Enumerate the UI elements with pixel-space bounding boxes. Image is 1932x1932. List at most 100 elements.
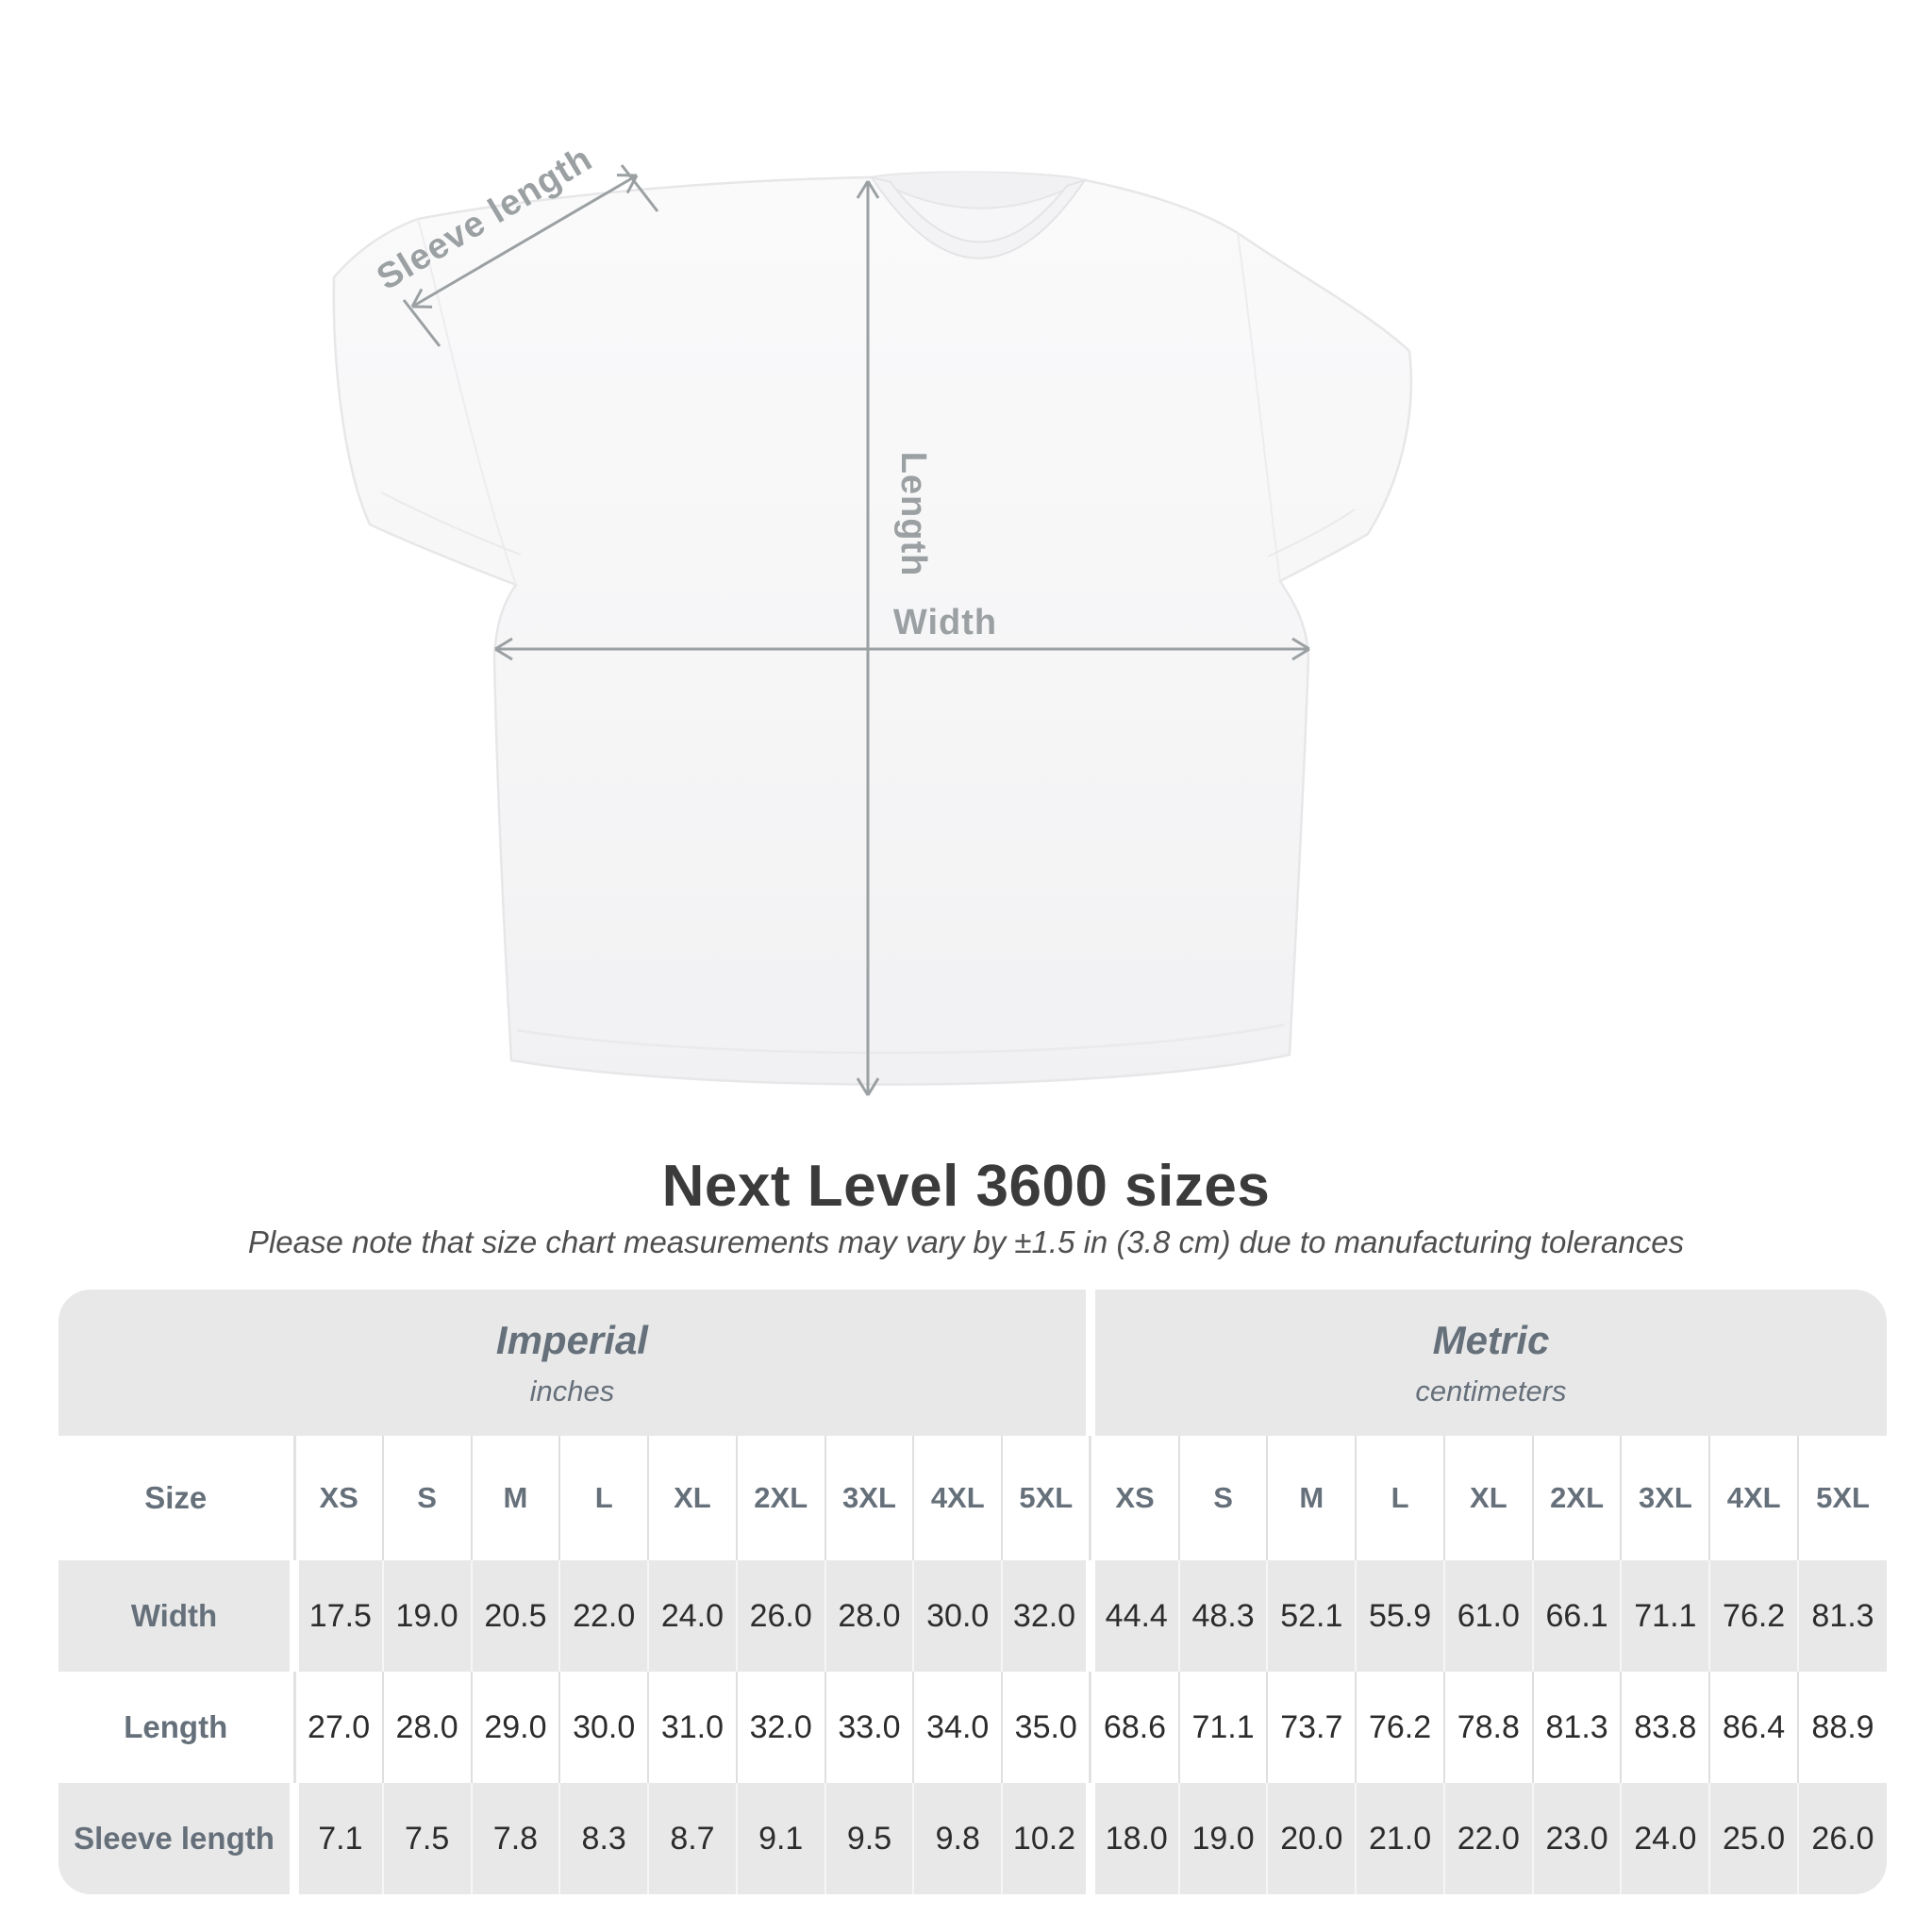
tshirt-body <box>332 171 1413 1086</box>
measurement-value: 71.1 <box>1177 1672 1268 1783</box>
measurement-value: 76.2 <box>1355 1672 1444 1783</box>
sleeve-length-arrow <box>410 174 639 308</box>
measurement-value: 86.4 <box>1708 1672 1799 1783</box>
measurement-value: 7.5 <box>381 1783 472 1894</box>
measurement-value: 66.1 <box>1531 1560 1622 1672</box>
measurement-value: 26.0 <box>735 1560 825 1672</box>
measurement-row-label: Width <box>130 1598 218 1633</box>
measurement-value: 19.0 <box>1177 1783 1268 1894</box>
size-col-header-xl: XL <box>1442 1436 1533 1560</box>
measurement-value: 26.0 <box>1797 1783 1887 1894</box>
measurement-value: 31.0 <box>647 1672 737 1783</box>
sleeve-length-tick-bottom <box>402 299 441 347</box>
measurement-value: 25.0 <box>1708 1783 1799 1894</box>
measurement-value: 23.0 <box>1531 1783 1622 1894</box>
measurement-value: 30.0 <box>912 1560 1003 1672</box>
measurement-value: 88.9 <box>1797 1672 1887 1783</box>
measurement-value: 33.0 <box>824 1672 914 1783</box>
measurement-value: 83.8 <box>1620 1672 1710 1783</box>
measurement-value: 44.4 <box>1085 1560 1179 1672</box>
measurement-row-length: Length 27.0 28.0 29.0 30.0 31.0 32.0 33.0 34.0 35… <box>58 1672 1887 1783</box>
left-sleeve-hem-stitch <box>380 491 522 556</box>
measurement-value: 71.1 <box>1620 1560 1710 1672</box>
measurement-value: 81.3 <box>1531 1672 1622 1783</box>
page-title: Next Level 3600 sizes <box>661 1154 1271 1219</box>
size-col-header-m: M <box>470 1436 560 1560</box>
measurement-value: 81.3 <box>1797 1560 1887 1672</box>
length-label: Length <box>893 452 933 577</box>
size-table: Imperial inches Metric centimeters Size XS S M L… <box>58 1290 1887 1894</box>
measurement-value: 61.0 <box>1442 1560 1533 1672</box>
measurement-value: 7.1 <box>290 1783 383 1894</box>
measurement-value: 34.0 <box>912 1672 1003 1783</box>
size-header-row: Size XS S M L XL 2XL 3XL 4XL 5XL XS S M L XL 2XL 3XL 4XL 5… <box>58 1436 1887 1560</box>
measurement-value: 10.2 <box>1001 1783 1091 1894</box>
measurement-value: 35.0 <box>1001 1672 1091 1783</box>
measurement-value: 24.0 <box>647 1560 737 1672</box>
unit-group-row: Imperial inches Metric centimeters <box>58 1290 1887 1436</box>
measurement-row-sleeve-length: Sleeve length 7.1 7.5 7.8 8.3 8.7 9.1 9.5 9.8 10.… <box>58 1783 1887 1894</box>
measurement-value: 21.0 <box>1355 1783 1444 1894</box>
measurement-row-width: Width 17.5 19.0 20.5 22.0 24.0 26.0 28.0 30.0 32.… <box>58 1560 1887 1672</box>
measurement-value: 73.7 <box>1266 1672 1357 1783</box>
measurement-value: 68.6 <box>1089 1672 1179 1783</box>
measurement-value: 55.9 <box>1355 1560 1444 1672</box>
measurement-value: 7.8 <box>470 1783 560 1894</box>
measurement-value: 8.3 <box>558 1783 649 1894</box>
measurement-value: 27.0 <box>292 1672 383 1783</box>
size-col-header-l: L <box>1355 1436 1444 1560</box>
width-label: Width <box>893 603 997 642</box>
right-sleeve-hem-stitch <box>1267 508 1356 558</box>
size-col-header-xs: XS <box>1089 1436 1179 1560</box>
size-col-header-4xl: 4XL <box>912 1436 1003 1560</box>
measurement-value: 28.0 <box>824 1560 914 1672</box>
measurement-value: 78.8 <box>1442 1672 1533 1783</box>
measurement-value: 28.0 <box>381 1672 472 1783</box>
measurement-value: 30.0 <box>558 1672 649 1783</box>
measurement-value: 9.8 <box>912 1783 1003 1894</box>
unit-group-name: Metric <box>1432 1317 1550 1362</box>
measurement-value: 17.5 <box>290 1560 383 1672</box>
size-col-header-3xl: 3XL <box>1620 1436 1710 1560</box>
measurement-value: 48.3 <box>1177 1560 1268 1672</box>
measurement-value: 9.5 <box>824 1783 914 1894</box>
measurement-value: 22.0 <box>1442 1783 1533 1894</box>
measurement-value: 29.0 <box>470 1672 560 1783</box>
measurement-value: 24.0 <box>1620 1783 1710 1894</box>
tolerance-note: Please note that size chart measurements… <box>247 1224 1685 1259</box>
size-col-header-m: M <box>1266 1436 1357 1560</box>
size-col-header-s: S <box>381 1436 472 1560</box>
bottom-hem-stitch <box>516 1023 1286 1055</box>
unit-group-unit: centimeters <box>1415 1374 1567 1407</box>
measurement-value: 20.0 <box>1266 1783 1357 1894</box>
size-col-header-s: S <box>1177 1436 1268 1560</box>
unit-group-unit: inches <box>529 1374 615 1407</box>
tshirt-measurement-diagram: Sleeve length Length Width <box>332 139 1413 1096</box>
sleeve-length-tick-top <box>620 164 659 212</box>
measurement-value: 20.5 <box>470 1560 560 1672</box>
measurement-row-label: Length <box>124 1709 228 1744</box>
unit-group-metric: Metric centimeters <box>1085 1290 1887 1436</box>
size-col-header-4xl: 4XL <box>1708 1436 1799 1560</box>
measurement-value: 9.1 <box>735 1783 825 1894</box>
size-col-header-2xl: 2XL <box>735 1436 825 1560</box>
collar-band <box>869 175 1088 259</box>
measurement-value: 8.7 <box>647 1783 737 1894</box>
unit-group-name: Imperial <box>495 1317 648 1362</box>
size-table-container: Imperial inches Metric centimeters Size XS S M L… <box>58 1290 1887 1894</box>
size-col-header-xl: XL <box>647 1436 737 1560</box>
size-col-header-l: L <box>558 1436 649 1560</box>
measurement-value: 76.2 <box>1708 1560 1799 1672</box>
measurement-value: 32.0 <box>735 1672 825 1783</box>
measurement-value: 18.0 <box>1085 1783 1179 1894</box>
unit-group-imperial: Imperial inches <box>58 1290 1091 1436</box>
size-col-header-3xl: 3XL <box>824 1436 914 1560</box>
size-col-header-5xl: 5XL <box>1797 1436 1887 1560</box>
measurement-value: 32.0 <box>1001 1560 1091 1672</box>
measurement-row-label: Sleeve length <box>74 1821 275 1856</box>
size-corner-header: Size <box>144 1480 208 1515</box>
measurement-value: 52.1 <box>1266 1560 1357 1672</box>
right-armhole-seam <box>1237 232 1281 582</box>
measurement-value: 22.0 <box>558 1560 649 1672</box>
